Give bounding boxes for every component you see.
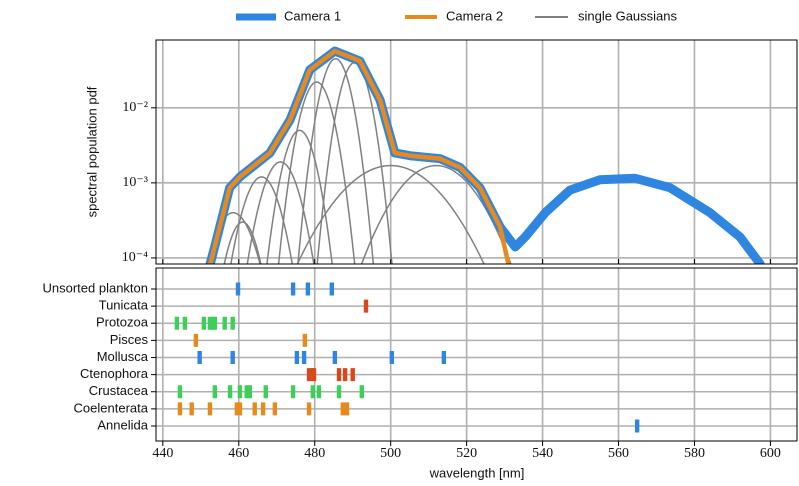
rug-mark — [182, 316, 188, 330]
rug-mark — [227, 385, 233, 399]
plot-area — [156, 40, 797, 264]
category-label: Tunicata — [99, 298, 149, 313]
rug-mark — [201, 316, 207, 330]
gaussian-curve — [205, 211, 261, 264]
rug-mark — [237, 402, 243, 416]
gaussian-curve — [277, 81, 356, 264]
rug-mark — [342, 368, 348, 382]
rug-mark — [310, 385, 316, 399]
rug-mark — [363, 299, 369, 313]
rug-mark — [207, 402, 213, 416]
gaussian-curve — [223, 221, 262, 264]
rug-mark — [306, 402, 312, 416]
gaussian-curve — [316, 61, 393, 264]
rug-mark — [230, 351, 235, 364]
rug-mark — [332, 351, 338, 364]
y-axis-label: spectral population pdf — [84, 86, 99, 217]
rug-mark — [306, 368, 312, 382]
rug-mark — [290, 385, 296, 399]
rug-mark — [252, 402, 257, 416]
rug-mark — [305, 282, 311, 296]
category-label: Unsorted plankton — [42, 280, 148, 295]
x-tick-label: 560 — [608, 446, 629, 461]
x-tick-label: 460 — [228, 446, 249, 461]
rug-mark — [234, 402, 240, 416]
legend-label: Camera 2 — [446, 8, 503, 23]
rug-mark — [350, 368, 355, 382]
rug-mark — [212, 316, 218, 330]
rug-mark — [177, 402, 183, 416]
axes-frame — [155, 267, 798, 442]
rug-mark — [230, 316, 235, 330]
rug-mark — [222, 316, 227, 330]
rug-mark — [359, 385, 365, 399]
x-tick-label: 500 — [380, 446, 401, 461]
rug-mark — [237, 385, 243, 399]
x-tick-label: 520 — [456, 446, 477, 461]
rug-mark — [294, 351, 300, 364]
x-tick-label: 600 — [760, 446, 781, 461]
x-tick-label: 480 — [304, 446, 325, 461]
rug-mark — [634, 419, 640, 433]
rug-mark — [272, 402, 278, 416]
category-label: Mollusca — [97, 349, 149, 364]
category-label: Annelida — [97, 417, 148, 432]
x-tick-label: 440 — [152, 446, 173, 461]
x-tick-label: 540 — [532, 446, 553, 461]
rug-mark — [193, 333, 199, 347]
rug-mark — [235, 282, 241, 296]
legend-label: single Gaussians — [578, 8, 677, 23]
rug-mark — [302, 333, 308, 347]
rug-mark — [301, 351, 307, 364]
y-tick-label: 10⁻³ — [122, 175, 148, 190]
rug-mark — [247, 385, 252, 399]
category-label: Protozoa — [96, 315, 149, 330]
y-tick-label: 10⁻² — [122, 100, 148, 115]
gaussian-curve — [266, 129, 333, 264]
rug-mark — [344, 402, 350, 416]
rug-mark — [336, 385, 342, 399]
gaussian-curve — [360, 164, 512, 264]
rug-mark — [336, 368, 342, 382]
category-label: Ctenophora — [80, 366, 149, 381]
category-label: Pisces — [110, 332, 149, 347]
rug-mark — [389, 351, 395, 364]
rug-mark — [177, 385, 183, 399]
rug-mark — [189, 402, 194, 416]
rug-mark — [290, 282, 296, 296]
rug-mark — [263, 385, 268, 399]
gaussian-curve — [296, 164, 485, 264]
x-tick-label: 580 — [684, 446, 705, 461]
category-label: Crustacea — [89, 383, 149, 398]
rug-mark — [316, 385, 322, 399]
rug-mark — [244, 385, 249, 399]
gaussian-curve — [246, 161, 315, 264]
rug-mark — [207, 316, 213, 330]
x-axis-label: wavelength [nm] — [429, 465, 525, 480]
rug-mark — [260, 402, 266, 416]
gaussian-curve — [230, 176, 294, 264]
y-tick-label: 10⁻⁴ — [122, 250, 148, 265]
axes-frame — [155, 39, 798, 265]
rug-mark — [340, 402, 346, 416]
rug-mark — [174, 316, 180, 330]
series-line — [208, 48, 511, 264]
legend-label: Camera 1 — [284, 8, 341, 23]
rug-mark — [329, 282, 335, 296]
rug-mark — [212, 385, 218, 399]
rug-mark — [311, 368, 317, 382]
rug-mark — [197, 351, 202, 364]
category-label: Coelenterata — [74, 400, 149, 415]
rug-mark — [441, 351, 447, 364]
